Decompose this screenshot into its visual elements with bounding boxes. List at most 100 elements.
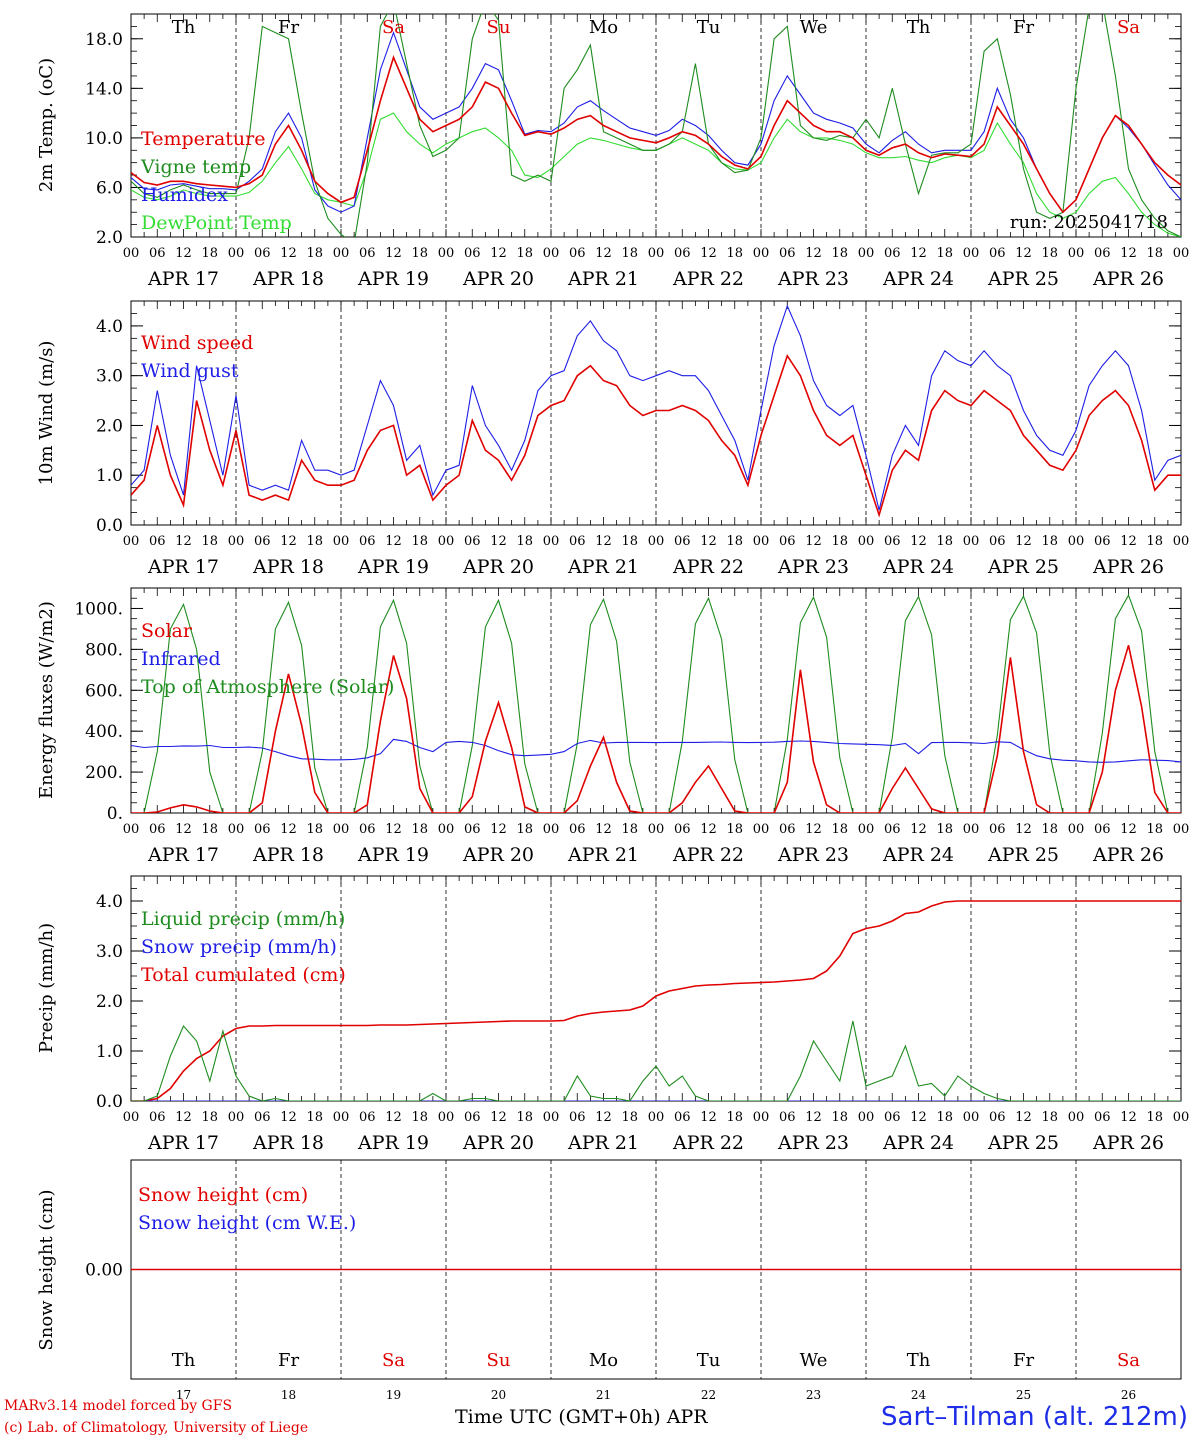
hour-tick-label: 00 — [543, 246, 560, 261]
weekday-label: Fr — [1013, 1350, 1034, 1371]
hour-tick-label: 06 — [779, 822, 796, 837]
weekday-label: Th — [172, 17, 196, 38]
hour-tick-label: 18 — [831, 1110, 848, 1125]
hour-tick-label: 06 — [464, 246, 481, 261]
hour-tick-label: 12 — [385, 1110, 402, 1125]
hour-tick-label: 18 — [201, 246, 218, 261]
hour-tick-label: 00 — [123, 1110, 140, 1125]
y-tick-label: 200. — [85, 763, 123, 783]
hour-tick-label: 06 — [779, 246, 796, 261]
day-number-label: 26 — [1121, 1388, 1136, 1402]
hour-tick-label: 12 — [385, 246, 402, 261]
weekday-label: Sa — [382, 17, 405, 38]
day-number-label: 21 — [596, 1388, 611, 1402]
hour-tick-label: 00 — [333, 246, 350, 261]
y-tick-label: 800. — [85, 640, 123, 660]
day-number-label: 20 — [491, 1388, 506, 1402]
hour-tick-label: 06 — [884, 1110, 901, 1125]
hour-tick-label: 06 — [779, 534, 796, 549]
y-tick-label: 2.0 — [96, 416, 123, 436]
hour-tick-label: 18 — [411, 534, 428, 549]
date-label: APR 21 — [567, 1132, 639, 1154]
hour-tick-label: 12 — [595, 822, 612, 837]
hour-tick-label: 18 — [1146, 1110, 1163, 1125]
date-label: APR 18 — [252, 268, 324, 290]
hour-tick-label: 00 — [123, 246, 140, 261]
hour-tick-label: 00 — [858, 822, 875, 837]
hour-tick-label: 12 — [910, 1110, 927, 1125]
date-label: APR 18 — [252, 556, 324, 578]
hour-tick-label: 06 — [254, 1110, 271, 1125]
legend-entry: DewPoint Temp — [141, 212, 292, 234]
hour-tick-label: 12 — [1015, 1110, 1032, 1125]
hour-tick-label: 12 — [175, 534, 192, 549]
hour-tick-label: 12 — [280, 246, 297, 261]
hour-tick-label: 18 — [1041, 246, 1058, 261]
hour-tick-label: 00 — [543, 534, 560, 549]
hour-tick-label: 12 — [175, 1110, 192, 1125]
hour-tick-label: 00 — [753, 534, 770, 549]
hour-tick-label: 00 — [228, 1110, 245, 1125]
hour-tick-label: 06 — [149, 822, 166, 837]
date-label: APR 17 — [147, 268, 219, 290]
hour-tick-label: 12 — [280, 1110, 297, 1125]
hour-tick-label: 00 — [123, 534, 140, 549]
hour-tick-label: 00 — [963, 1110, 980, 1125]
hour-tick-label: 18 — [201, 1110, 218, 1125]
hour-tick-label: 00 — [753, 822, 770, 837]
series-line-wind-gust — [131, 304, 1181, 511]
date-label: APR 20 — [462, 556, 534, 578]
date-label: APR 17 — [147, 844, 219, 866]
date-label: APR 21 — [567, 844, 639, 866]
day-number-label: 18 — [281, 1388, 296, 1402]
x-axis-title: Time UTC (GMT+0h) — [455, 1406, 661, 1428]
weekday-label: Fr — [278, 1350, 299, 1371]
weekday-label: Fr — [1013, 17, 1034, 38]
weekday-label: Sa — [1117, 1350, 1140, 1371]
hour-tick-label: 12 — [595, 246, 612, 261]
hour-tick-label: 00 — [1173, 822, 1190, 837]
date-label: APR 21 — [567, 268, 639, 290]
hour-tick-label: 06 — [464, 822, 481, 837]
date-label: APR 18 — [252, 1132, 324, 1154]
hour-tick-label: 12 — [490, 822, 507, 837]
hour-tick-label: 00 — [648, 534, 665, 549]
hour-tick-label: 00 — [963, 822, 980, 837]
hour-tick-label: 12 — [1015, 534, 1032, 549]
date-label: APR 19 — [357, 1132, 429, 1154]
hour-tick-label: 12 — [490, 1110, 507, 1125]
legend-entry: Snow precip (mm/h) — [141, 936, 337, 958]
hour-tick-label: 18 — [621, 534, 638, 549]
date-label: APR 25 — [987, 268, 1059, 290]
hour-tick-label: 12 — [700, 822, 717, 837]
series-line-wind-speed — [131, 353, 1181, 518]
y-tick-label: 2.0 — [96, 228, 123, 248]
date-label: APR 25 — [987, 556, 1059, 578]
y-axis-label: Precip (mm/h) — [36, 923, 57, 1053]
hour-tick-label: 06 — [779, 1110, 796, 1125]
hour-tick-label: 12 — [700, 534, 717, 549]
hour-tick-label: 06 — [1094, 822, 1111, 837]
hour-tick-label: 00 — [1068, 534, 1085, 549]
hour-tick-label: 06 — [359, 246, 376, 261]
hour-tick-label: 18 — [936, 1110, 953, 1125]
hour-tick-label: 18 — [831, 246, 848, 261]
y-tick-label: 18.0 — [85, 30, 123, 50]
weekday-label: Fr — [278, 17, 299, 38]
date-label: APR 22 — [672, 268, 744, 290]
legend-entry: Solar — [141, 620, 193, 642]
y-tick-label: 1.0 — [96, 466, 123, 486]
date-label: APR 23 — [777, 1132, 849, 1154]
y-tick-label: 0. — [107, 804, 123, 824]
y-tick-label: 3.0 — [96, 367, 123, 387]
hour-tick-label: 06 — [884, 534, 901, 549]
hour-tick-label: 06 — [674, 822, 691, 837]
hour-tick-label: 06 — [359, 822, 376, 837]
hour-tick-label: 12 — [385, 822, 402, 837]
hour-tick-label: 12 — [280, 822, 297, 837]
legend-entry: Snow height (cm) — [138, 1184, 308, 1206]
hour-tick-label: 06 — [674, 534, 691, 549]
date-label: APR 24 — [882, 556, 954, 578]
hour-tick-label: 06 — [359, 534, 376, 549]
hour-tick-label: 00 — [1173, 246, 1190, 261]
